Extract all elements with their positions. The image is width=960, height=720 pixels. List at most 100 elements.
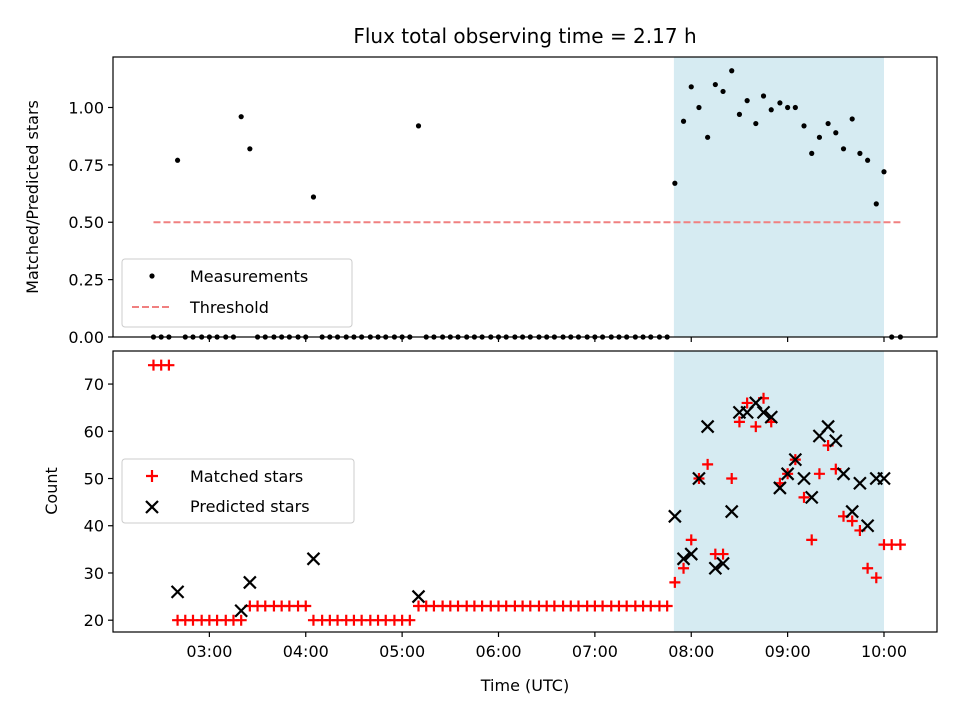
top-legend: Measurements Threshold xyxy=(121,258,353,328)
x-tick-label: 04:00 xyxy=(283,642,329,661)
predicted-stars-point xyxy=(780,467,795,481)
legend-matched-marker xyxy=(146,470,158,482)
predicted-stars-point xyxy=(306,552,321,566)
x-tick-label: 07:00 xyxy=(572,642,618,661)
chart-title: Flux total observing time = 2.17 h xyxy=(353,24,696,48)
measurements-point xyxy=(801,123,807,129)
predicted-stars-point xyxy=(853,476,867,491)
y-tick-label: 0.50 xyxy=(68,213,104,232)
measurements-point xyxy=(729,68,735,74)
matched-stars-point xyxy=(235,614,247,626)
measurements-point xyxy=(873,201,879,207)
predicted-stars-point xyxy=(676,552,691,566)
matched-stars-point xyxy=(862,562,874,574)
matched-stars-point xyxy=(733,416,745,428)
bottom-x-ticks: 03:00 04:00 05:00 06:00 07:00 08:00 09:00 10:00 xyxy=(186,632,907,661)
matched-stars-point xyxy=(678,562,690,574)
predicted-stars-point xyxy=(170,585,185,599)
measurements-point xyxy=(680,118,687,124)
matched-stars-point xyxy=(798,491,810,503)
measurements-point xyxy=(712,81,718,88)
predicted-stars-point xyxy=(788,452,803,467)
measurements-point xyxy=(825,120,831,127)
measurements-point xyxy=(736,111,743,117)
matched-stars-point xyxy=(661,600,673,612)
measurements-point xyxy=(865,157,871,163)
measurements-point xyxy=(849,116,855,122)
predicted-stars-point xyxy=(716,556,730,571)
x-tick-label: 10:00 xyxy=(861,642,907,661)
measurements-point xyxy=(753,120,759,127)
measurements-point xyxy=(768,107,774,113)
matched-stars-point xyxy=(894,539,906,551)
predicted-stars-point xyxy=(684,547,699,561)
legend-matched-label: Matched stars xyxy=(190,467,303,486)
x-tick-label: 03:00 xyxy=(186,642,232,661)
measurements-point xyxy=(840,146,847,152)
y-tick-label: 0.75 xyxy=(68,156,104,175)
measurements-point xyxy=(672,180,678,186)
predicted-stars-point xyxy=(724,504,739,519)
matched-stars-point xyxy=(300,600,312,612)
bottom-observing-window xyxy=(673,351,884,632)
predicted-stars-point xyxy=(821,419,835,434)
legend-measurements-marker xyxy=(149,273,155,279)
y-tick-label: 0.25 xyxy=(68,271,104,290)
bottom-y-axis-label: Count xyxy=(42,467,61,515)
y-tick-label: 60 xyxy=(84,422,104,441)
predicted-stars-point xyxy=(877,471,891,486)
predicted-stars-point xyxy=(756,405,771,420)
x-axis-label: Time (UTC) xyxy=(480,676,569,695)
predicted-stars-point xyxy=(668,509,682,524)
y-tick-label: 1.00 xyxy=(68,98,104,117)
matched-stars-point xyxy=(685,534,697,546)
predicted-stars-point xyxy=(411,589,426,604)
measurements-point xyxy=(688,84,694,90)
matched-stars-point xyxy=(726,473,738,485)
y-tick-label: 30 xyxy=(84,564,104,583)
top-observing-window xyxy=(673,57,884,337)
measurements-point xyxy=(777,100,783,106)
x-tick-label: 06:00 xyxy=(475,642,521,661)
measurements-point xyxy=(705,134,711,140)
bottom-legend: Matched stars Predicted stars xyxy=(121,458,355,524)
legend-predicted-label: Predicted stars xyxy=(190,497,310,516)
predicted-stars-point xyxy=(749,396,763,410)
measurements-point xyxy=(792,104,798,111)
matched-stars-point xyxy=(702,458,714,470)
predicted-stars-point xyxy=(804,490,819,505)
predicted-stars-point xyxy=(700,419,715,434)
predicted-stars-point xyxy=(243,575,257,590)
legend-measurements-label: Measurements xyxy=(190,267,308,286)
x-tick-label: 05:00 xyxy=(379,642,425,661)
predicted-stars-point xyxy=(692,471,706,486)
measurements-point xyxy=(174,157,181,163)
matched-stars-point xyxy=(717,548,729,560)
y-tick-label: 0.00 xyxy=(68,328,104,347)
predicted-stars-point xyxy=(797,471,811,486)
top-y-axis-label: Matched/Predicted stars xyxy=(23,100,42,294)
legend-predicted-marker xyxy=(145,500,159,514)
x-tick-label: 09:00 xyxy=(765,642,811,661)
top-plot-frame xyxy=(112,56,938,338)
predicted-stars-point xyxy=(860,518,875,533)
y-tick-label: 50 xyxy=(84,470,104,489)
measurements-point xyxy=(238,114,244,120)
matched-stars-point xyxy=(669,576,681,588)
predicted-stars-point xyxy=(234,603,248,618)
x-tick-label: 08:00 xyxy=(668,642,714,661)
bottom-y-ticks: 20 30 40 50 60 70 xyxy=(84,375,113,630)
matched-stars-point xyxy=(813,468,825,480)
bottom-panel: 20 30 40 50 60 70 03:00 04:00 05:00 06:00 07:00 08… xyxy=(42,350,938,695)
measurements-point xyxy=(696,104,702,111)
legend-threshold-label: Threshold xyxy=(189,298,269,317)
top-panel: 0.00 0.25 0.50 0.75 1.00 Matched/Predicted s… xyxy=(23,56,938,347)
measurements-point xyxy=(857,150,863,156)
measurements-point xyxy=(760,93,767,99)
measurements-point xyxy=(415,123,422,129)
measurements-point xyxy=(310,194,317,200)
measurements-point xyxy=(816,134,823,140)
top-x-ticks xyxy=(208,337,885,342)
y-tick-label: 70 xyxy=(84,375,104,394)
top-y-ticks: 0.00 0.25 0.50 0.75 1.00 xyxy=(68,98,113,347)
